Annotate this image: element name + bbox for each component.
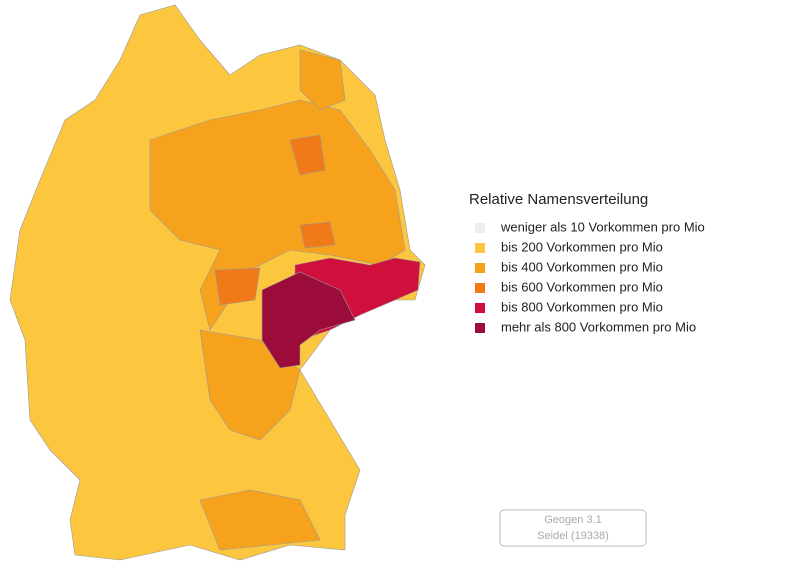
legend-label: mehr als 800 Vorkommen pro Mio	[501, 319, 696, 334]
region	[299, 49, 346, 111]
legend-label: bis 800 Vorkommen pro Mio	[501, 299, 663, 314]
region	[289, 134, 326, 176]
legend-label: bis 400 Vorkommen pro Mio	[501, 259, 663, 274]
legend-swatch	[475, 283, 485, 293]
legend-label: bis 600 Vorkommen pro Mio	[501, 279, 663, 294]
legend: weniger als 10 Vorkommen pro Mio bis 200 …	[475, 219, 705, 334]
legend-swatch	[475, 243, 485, 253]
region	[261, 271, 356, 369]
legend-label: weniger als 10 Vorkommen pro Mio	[500, 219, 705, 234]
footer-box	[499, 509, 647, 547]
legend-title: Relative Namensverteilung	[469, 191, 648, 208]
footer-text: Seidel (19338)	[537, 530, 609, 542]
region	[299, 221, 336, 249]
legend-swatch	[475, 303, 485, 313]
legend-swatch	[475, 223, 485, 233]
map-regions	[9, 4, 426, 561]
legend-label: bis 200 Vorkommen pro Mio	[501, 239, 663, 254]
region	[214, 267, 261, 306]
legend-swatch	[475, 323, 485, 333]
region	[149, 99, 406, 331]
legend-swatch	[475, 263, 485, 273]
footer-text: Geogen 3.1	[544, 514, 602, 526]
region	[199, 489, 321, 551]
